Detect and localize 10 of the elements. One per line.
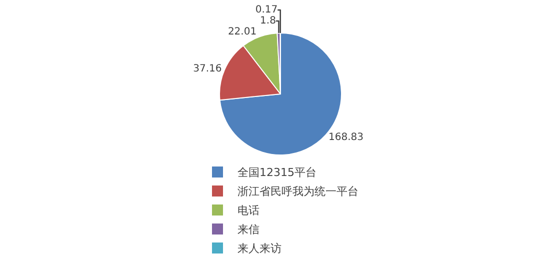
data-label: 37.16 xyxy=(193,63,222,74)
data-label: 1.8 xyxy=(260,15,276,26)
data-label: 168.83 xyxy=(328,132,364,143)
legend-label: 浙江省民呼我为统一平台 xyxy=(238,185,358,198)
legend-label: 来人来访 xyxy=(238,242,282,256)
legend-label: 全国12315平台 xyxy=(238,166,316,180)
legend-label: 电话 xyxy=(238,204,260,218)
data-label: 0.17 xyxy=(255,4,278,16)
data-label: 22.01 xyxy=(228,26,257,38)
legend-label: 来信 xyxy=(238,223,260,236)
